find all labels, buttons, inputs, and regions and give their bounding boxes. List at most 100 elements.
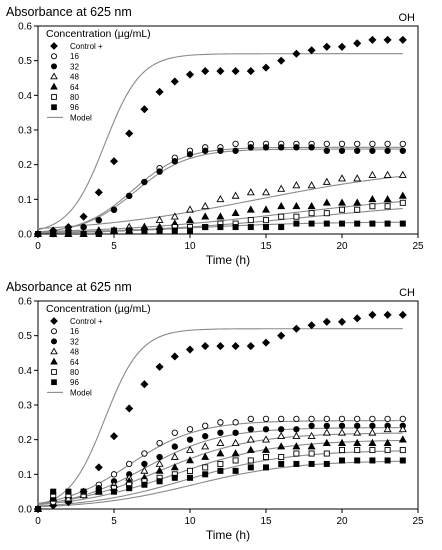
data-point [323,210,330,217]
legend-label: 96 [70,378,79,387]
data-point [369,140,376,148]
data-point [369,415,376,423]
data-point [171,443,178,450]
data-point [94,188,103,197]
data-point [293,426,300,433]
data-point [185,345,195,354]
data-point [383,35,392,44]
data-point [384,415,391,423]
data-point [216,449,225,457]
y-tick-label: 0.3 [18,126,32,137]
data-point [186,445,194,453]
data-point [322,438,331,446]
data-point [246,205,255,213]
data-point [202,471,209,478]
data-point [277,201,286,210]
chart-panel-oh: Absorbance at 625 nm OH 0.0 0.1 0.2 0.3 0.4 0.5… [6,5,424,267]
panel-label: OH [399,12,416,24]
data-point [246,188,255,196]
data-point [323,147,330,154]
data-point [186,227,193,234]
legend-marker [50,357,58,365]
data-point [292,181,301,189]
data-point [185,70,195,79]
data-point [354,140,361,148]
data-point [353,428,362,436]
data-point [383,170,392,178]
data-point [171,227,178,234]
data-point [110,488,117,495]
data-point [231,449,240,457]
data-point [109,432,119,441]
data-point [232,224,239,231]
data-point [126,460,133,468]
y-tick-label: 0.2 [18,435,32,446]
data-point [217,460,224,467]
data-point [323,460,330,467]
data-point [125,129,134,138]
legend-marker [50,317,58,325]
data-point [323,415,330,423]
data-point [202,433,209,440]
legend-marker [50,42,58,50]
data-point [278,213,285,220]
data-point [156,168,163,175]
legend-marker [51,104,57,111]
legend-marker [50,72,58,80]
data-point [307,201,316,210]
x-axis-label: Time (h) [206,528,250,542]
x-tick-label: 20 [336,516,348,527]
data-point [201,201,210,210]
data-point [353,174,362,182]
data-point [141,481,148,488]
x-tick-label: 10 [184,516,196,527]
data-point [201,442,210,450]
data-point [171,158,178,165]
data-point [141,178,148,186]
legend-marker [51,94,57,100]
data-point [277,184,286,192]
data-point [35,505,42,512]
data-point [308,460,315,467]
y-axis-label: Absorbance at 625 nm [6,280,132,294]
data-point [353,198,362,206]
data-point [292,324,301,333]
data-point [277,56,286,65]
y-tick-label: 0.6 [18,22,32,33]
series-0 [33,35,407,239]
data-point [170,463,179,471]
data-point [262,415,270,423]
data-point [232,419,239,426]
absorbance-chart-oh: Absorbance at 625 nm OH 0.0 0.1 0.2 0.3 0.4 0.5… [6,5,424,267]
data-point [293,213,300,220]
data-point [186,436,194,443]
data-point [384,447,391,454]
data-point [277,442,286,450]
model-curve [37,53,403,231]
data-point [170,452,179,460]
legend-title: Concentration (µg/mL) [46,28,151,40]
data-point [247,224,254,231]
x-tick-label: 15 [260,516,272,527]
data-point [338,422,346,429]
data-point [398,424,407,433]
data-point [110,227,117,234]
data-point [368,35,377,44]
data-point [80,488,87,495]
data-point [155,87,164,96]
x-tick-label: 5 [111,516,117,527]
legend-label: 64 [70,358,79,367]
data-point [262,205,270,213]
data-point [278,415,285,423]
data-point [141,450,148,457]
model-curve [37,175,403,230]
data-point [383,438,392,446]
y-axis-label: Absorbance at 625 nm [6,5,132,19]
x-tick-label: 25 [412,516,424,527]
data-point [232,457,239,464]
data-point [186,456,194,464]
data-point [292,431,301,440]
data-point [339,220,346,227]
x-tick-label: 20 [336,241,348,252]
data-point [232,467,239,474]
